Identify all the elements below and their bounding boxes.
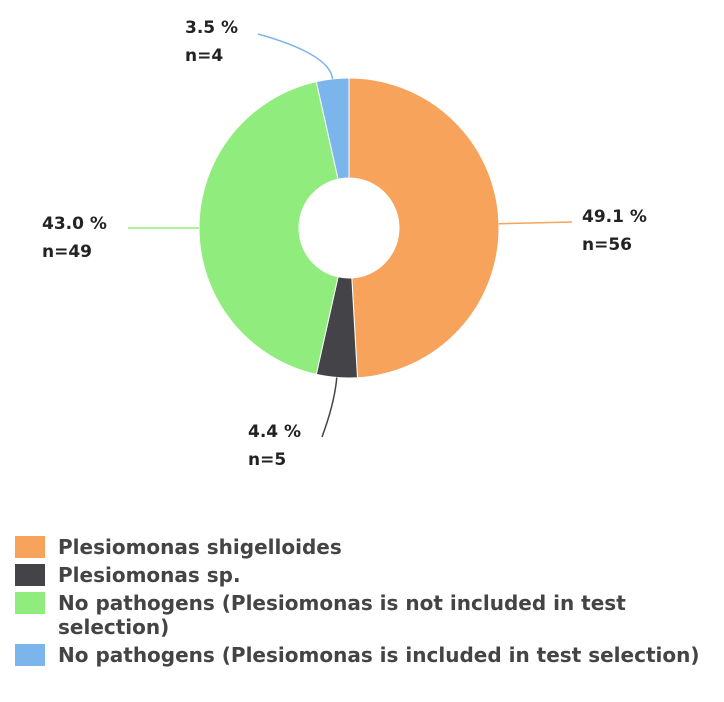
legend-swatch [15,592,45,614]
data-label: 49.1 % [582,207,647,227]
data-label: 43.0 % [42,214,107,234]
legend-item[interactable]: No pathogens (Plesiomonas is not include… [15,591,715,639]
leader-line [321,377,338,438]
data-label: 3.5 % [185,18,238,38]
leader-line [498,221,573,225]
legend-swatch [15,564,45,586]
legend-label: Plesiomonas sp. [58,563,241,587]
count-label: n=49 [42,242,92,262]
legend-label: No pathogens (Plesiomonas is not include… [58,591,626,639]
legend-label: No pathogens (Plesiomonas is included in… [58,643,700,667]
leader-line [257,33,334,80]
legend-item[interactable]: Plesiomonas sp. [15,563,715,587]
legend-swatch [15,536,45,558]
chart: 49.1 % n=56 4.4 % n=5 43.0 % n=49 3.5 % n=4 [42,18,647,470]
count-label: n=4 [185,46,223,66]
legend-label: Plesiomonas shigelloides [58,535,342,559]
count-label: n=5 [248,450,286,470]
legend-swatch [15,644,45,666]
slice [198,81,339,375]
legend-item[interactable]: No pathogens (Plesiomonas is included in… [15,643,715,667]
legend-item[interactable]: Plesiomonas shigelloides [15,535,715,559]
legend: Plesiomonas shigelloides Plesiomonas sp. N… [15,535,715,671]
data-label: 4.4 % [248,422,301,442]
slice [348,77,500,379]
slice [315,77,350,180]
count-label: n=56 [582,235,632,255]
